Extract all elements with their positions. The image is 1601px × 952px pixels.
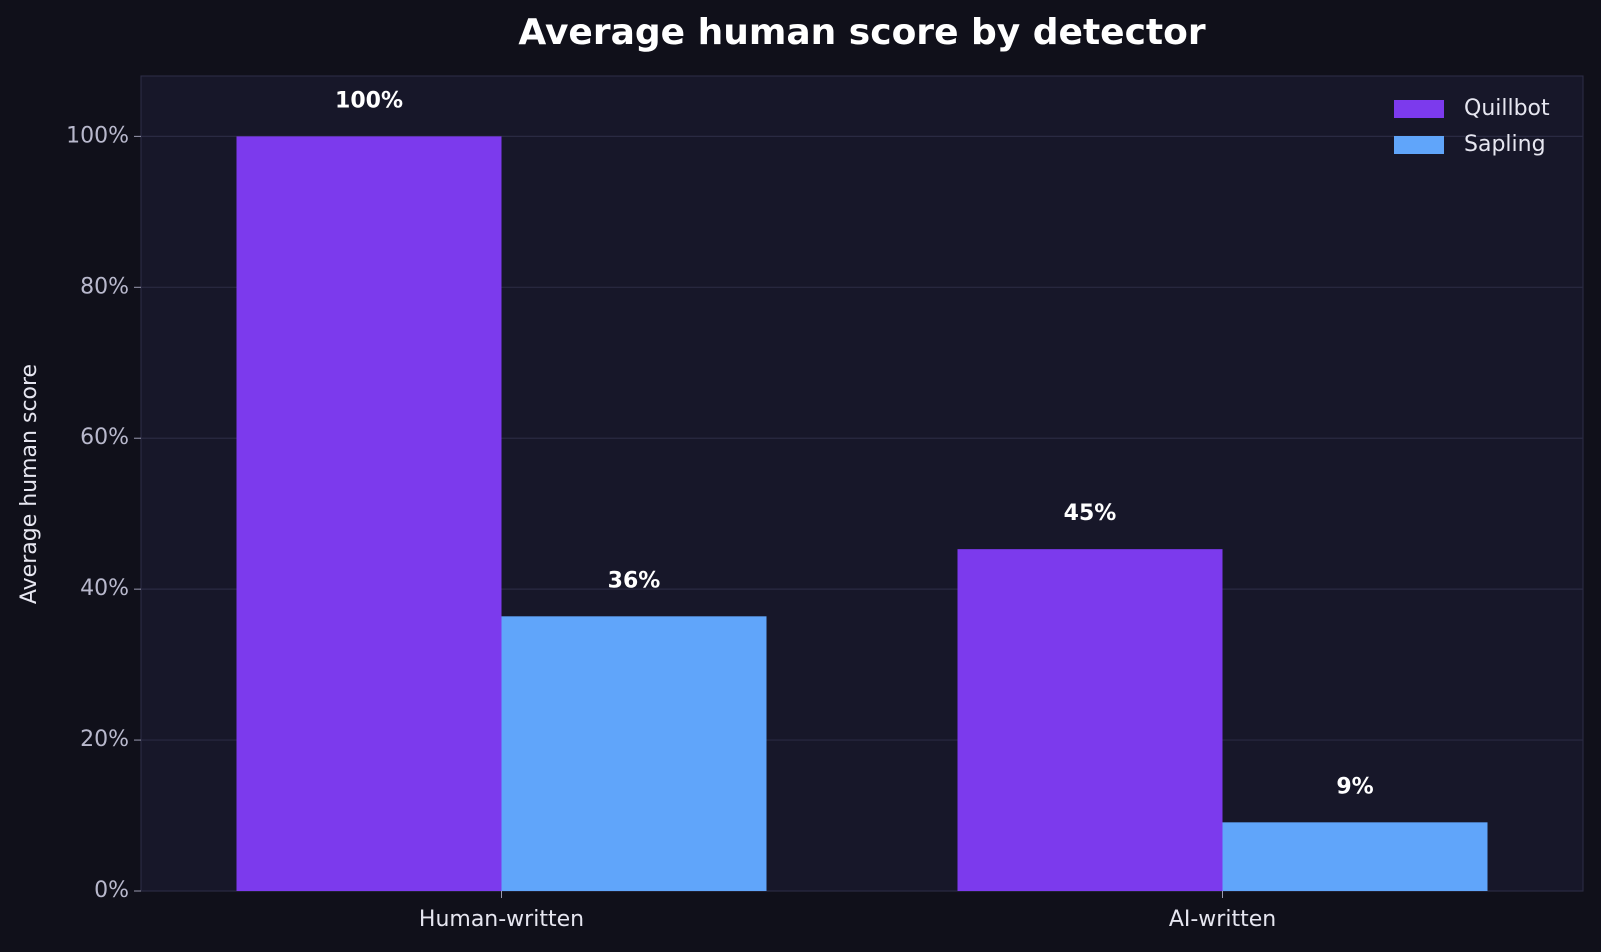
x-tick-label: AI-written: [1169, 907, 1276, 932]
legend-swatch: [1394, 100, 1444, 118]
y-tick-label: 100%: [66, 123, 129, 148]
legend-label: Quillbot: [1464, 96, 1550, 121]
y-tick-label: 80%: [80, 274, 129, 299]
value-label: 9%: [1336, 774, 1373, 799]
y-axis-label: Average human score: [17, 364, 42, 604]
legend-label: Sapling: [1464, 132, 1546, 157]
y-tick-label: 40%: [80, 576, 129, 601]
bar: [957, 549, 1223, 891]
value-label: 100%: [335, 88, 403, 113]
bar: [501, 616, 767, 891]
y-tick-label: 60%: [80, 425, 129, 450]
bar: [236, 136, 502, 892]
chart-title: Average human score by detector: [518, 12, 1206, 53]
y-tick-label: 20%: [80, 727, 129, 752]
value-label: 45%: [1064, 501, 1117, 526]
y-tick-label: 0%: [94, 878, 129, 903]
bar: [1222, 822, 1488, 891]
x-tick-label: Human-written: [419, 907, 584, 932]
value-label: 36%: [608, 568, 661, 593]
legend-swatch: [1394, 136, 1444, 154]
